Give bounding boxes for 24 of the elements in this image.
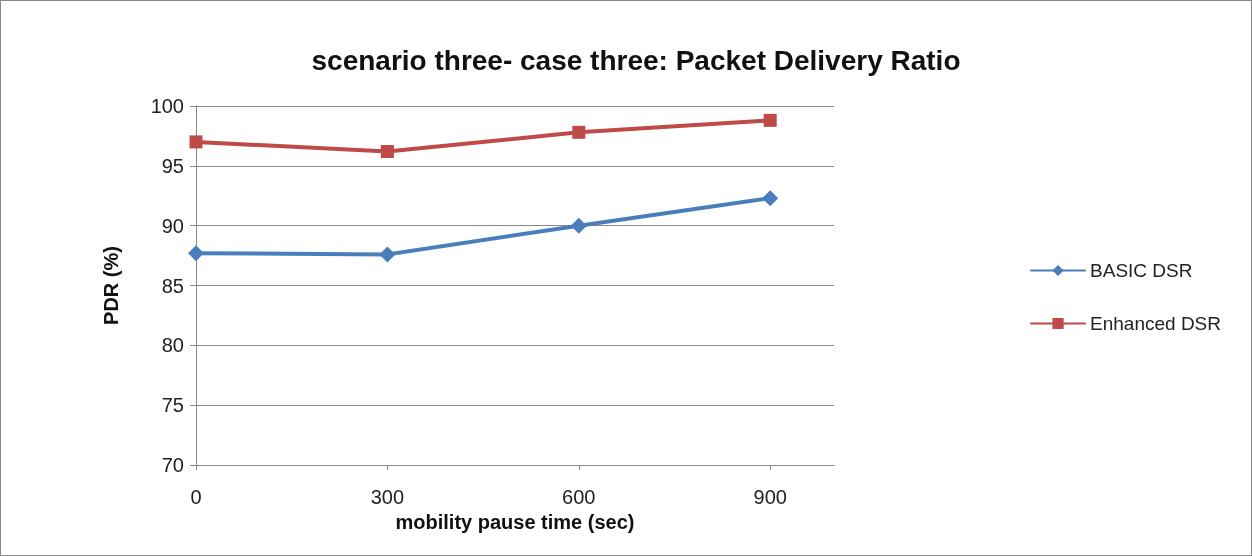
chart-title: scenario three- case three: Packet Delivery Ratio: [311, 44, 961, 76]
y-tick-label: 100: [150, 95, 184, 117]
y-tick-label: 75: [161, 394, 184, 417]
x-tick-label: 300: [370, 486, 405, 508]
y-tick-label: 85: [161, 274, 184, 297]
point: [762, 190, 779, 207]
point: [763, 113, 777, 127]
x-axis-title: mobility pause time (sec): [395, 510, 635, 533]
y-tick-label: 90: [161, 214, 184, 237]
point: [380, 144, 394, 158]
x-tick-label: 900: [753, 486, 787, 508]
y-tick-label: 95: [161, 154, 184, 177]
x-tick-label: 0: [190, 486, 202, 508]
y-tick-label: 80: [161, 334, 184, 357]
point: [572, 125, 586, 139]
y-axis-title: PDR (%): [100, 246, 122, 325]
y-tick-label: 70: [161, 454, 184, 476]
legend-label: BASIC DSR: [1090, 260, 1193, 281]
point: [188, 245, 204, 262]
point: [570, 217, 587, 234]
point: [189, 135, 203, 149]
legend-label: Enhanced DSR: [1090, 313, 1221, 334]
point: [379, 246, 396, 263]
x-tick-label: 600: [562, 486, 596, 508]
